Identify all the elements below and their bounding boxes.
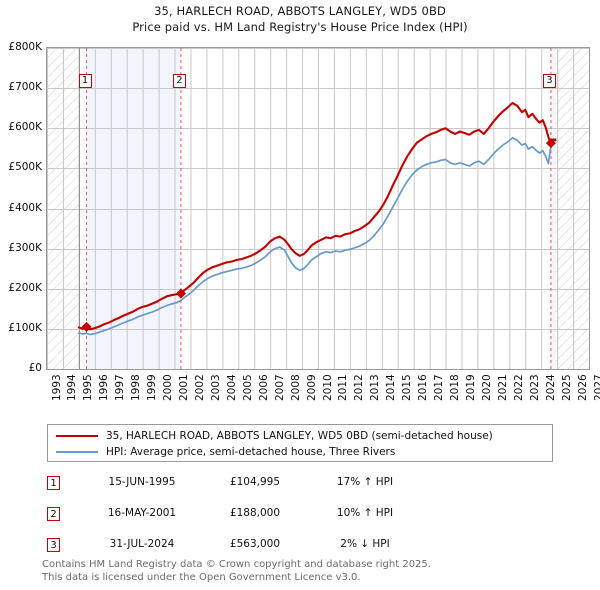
x-tick-1996: 1996: [98, 374, 111, 401]
y-tick-£200K: £200K: [8, 281, 42, 294]
legend-swatch-hpi: [56, 451, 98, 453]
x-tick-2022: 2022: [512, 374, 525, 401]
x-tick-2016: 2016: [417, 374, 430, 401]
y-tick-£800K: £800K: [8, 41, 42, 53]
x-tick-2007: 2007: [273, 374, 286, 401]
x-tick-2006: 2006: [257, 374, 270, 401]
transaction-index-2: 2: [47, 507, 60, 521]
x-tick-2025: 2025: [560, 374, 573, 401]
transaction-hpi-delta-2: 10% ↑ HPI: [336, 507, 394, 519]
chart-marker-2: 2: [172, 74, 186, 88]
page-title: 35, HARLECH ROAD, ABBOTS LANGLEY, WD5 0B…: [154, 4, 446, 18]
x-tick-2024: 2024: [544, 374, 557, 401]
y-tick-£400K: £400K: [8, 201, 42, 214]
x-tick-2010: 2010: [321, 374, 334, 401]
x-tick-2003: 2003: [209, 374, 222, 401]
y-tick-£500K: £500K: [8, 161, 42, 174]
x-tick-1999: 1999: [146, 374, 159, 401]
x-tick-2018: 2018: [449, 374, 462, 401]
x-tick-2001: 2001: [178, 374, 191, 401]
transaction-index-3: 3: [47, 538, 60, 552]
transaction-hpi-delta-1: 17% ↑ HPI: [336, 476, 394, 488]
y-tick-£0: £0: [28, 362, 42, 374]
x-tick-2017: 2017: [433, 374, 446, 401]
x-tick-2014: 2014: [385, 374, 398, 401]
legend-item-price-paid: 35, HARLECH ROAD, ABBOTS LANGLEY, WD5 0B…: [56, 428, 493, 444]
x-tick-2020: 2020: [480, 374, 493, 401]
legend-label-price-paid: 35, HARLECH ROAD, ABBOTS LANGLEY, WD5 0B…: [106, 430, 493, 442]
price-history-chart: [47, 48, 589, 369]
x-tick-1994: 1994: [66, 374, 79, 401]
x-tick-2004: 2004: [225, 374, 238, 401]
plot-area: [46, 47, 590, 370]
x-tick-2015: 2015: [401, 374, 414, 401]
legend-swatch-price-paid: [56, 435, 98, 437]
footer-attribution: Contains HM Land Registry data © Crown c…: [42, 559, 582, 584]
x-tick-2009: 2009: [305, 374, 318, 401]
x-tick-2002: 2002: [193, 374, 206, 401]
chart-legend: 35, HARLECH ROAD, ABBOTS LANGLEY, WD5 0B…: [47, 424, 553, 462]
x-tick-2000: 2000: [162, 374, 175, 401]
x-tick-1995: 1995: [82, 374, 95, 401]
legend-item-hpi: HPI: Average price, semi-detached house,…: [56, 444, 395, 460]
transaction-price-3: £563,000: [229, 538, 281, 550]
y-axis-labels: £0 £100K £200K £300K £400K £500K £600K £700K £80…: [0, 0, 44, 590]
chart-marker-1: 1: [78, 74, 92, 88]
x-tick-2005: 2005: [241, 374, 254, 401]
x-tick-1993: 1993: [50, 374, 63, 401]
x-tick-2012: 2012: [353, 374, 366, 401]
x-tick-2011: 2011: [337, 374, 350, 401]
transaction-index-1: 1: [47, 476, 60, 490]
transaction-price-1: £104,995: [229, 476, 281, 488]
transaction-date-2: 16-MAY-2001: [107, 507, 177, 519]
y-tick-£300K: £300K: [8, 241, 42, 254]
y-tick-£600K: £600K: [8, 121, 42, 134]
x-tick-2027: 2027: [592, 374, 600, 401]
y-tick-£100K: £100K: [8, 321, 42, 334]
footer-line-1: Contains HM Land Registry data © Crown c…: [42, 559, 431, 570]
legend-label-hpi: HPI: Average price, semi-detached house,…: [106, 446, 396, 458]
x-tick-2023: 2023: [528, 374, 541, 401]
transaction-date-3: 31-JUL-2024: [109, 538, 175, 550]
chart-marker-3: 3: [542, 74, 556, 88]
x-tick-2013: 2013: [369, 374, 382, 401]
page-subtitle: Price paid vs. HM Land Registry's House …: [132, 20, 468, 34]
transaction-hpi-delta-3: 2% ↓ HPI: [340, 538, 390, 550]
footer-line-2: This data is licensed under the Open Gov…: [42, 571, 361, 583]
x-tick-2026: 2026: [576, 374, 589, 401]
transaction-price-2: £188,000: [229, 507, 281, 519]
x-tick-2021: 2021: [496, 374, 509, 401]
x-tick-2008: 2008: [289, 374, 302, 401]
x-tick-2019: 2019: [464, 374, 477, 401]
y-tick-£700K: £700K: [8, 81, 42, 94]
transaction-date-1: 15-JUN-1995: [108, 476, 176, 488]
x-tick-1998: 1998: [130, 374, 143, 401]
x-tick-1997: 1997: [114, 374, 127, 401]
